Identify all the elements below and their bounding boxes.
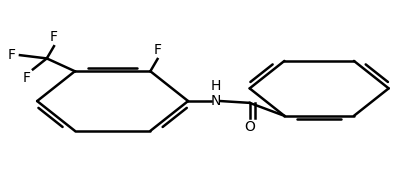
Text: N: N [211,94,221,108]
Text: F: F [23,71,31,85]
Text: F: F [154,43,162,57]
Text: F: F [50,30,58,44]
Text: F: F [8,48,16,62]
Text: H: H [211,79,221,93]
Text: O: O [244,120,255,134]
